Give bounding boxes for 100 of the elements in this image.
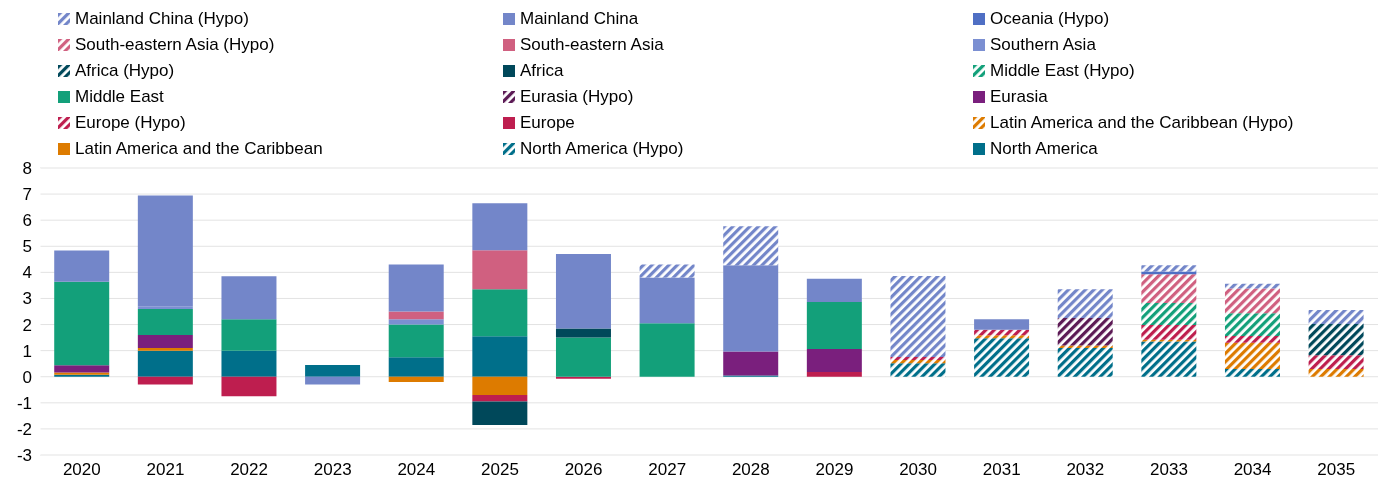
y-tick-label: 3: [22, 289, 32, 309]
x-tick-label: 2020: [62, 460, 101, 480]
bar: [1141, 302, 1197, 326]
x-tick-label: 2031: [982, 460, 1021, 480]
bar: [388, 376, 444, 382]
legend-label: North America (Hypo): [520, 139, 684, 159]
bar: [1057, 348, 1113, 377]
bar: [974, 329, 1030, 336]
y-tick-label: 4: [22, 263, 32, 283]
legend-label: Southern Asia: [990, 35, 1096, 55]
legend-label: Oceania (Hypo): [990, 9, 1110, 29]
legend-label: North America: [990, 139, 1098, 159]
bar: [1224, 368, 1280, 377]
y-tick-label: 0: [22, 367, 32, 387]
x-tick-label: 2028: [731, 460, 770, 480]
legend-label: Africa: [520, 61, 564, 81]
x-tick-label: 2021: [146, 460, 185, 480]
bar: [221, 276, 277, 320]
x-tick-label: 2025: [481, 460, 519, 480]
y-tick-label: -3: [16, 446, 32, 466]
x-tick-label: 2026: [564, 460, 603, 480]
bar: [974, 335, 1030, 339]
bar: [1308, 355, 1364, 369]
y-tick-label: -2: [16, 419, 32, 439]
bar: [472, 394, 528, 402]
bar: [472, 289, 528, 337]
bar: [555, 254, 611, 329]
x-tick-label: 2030: [899, 460, 937, 480]
legend-label: Latin America and the Caribbean: [75, 139, 323, 159]
bar: [555, 328, 611, 338]
bar: [1141, 274, 1197, 303]
bar: [137, 350, 193, 377]
bar: [890, 356, 946, 361]
bar: [639, 277, 695, 324]
bar: [1057, 345, 1113, 349]
bar: [639, 323, 695, 377]
legend-label: Middle East (Hypo): [990, 61, 1135, 81]
bar: [221, 319, 277, 351]
bar: [1224, 313, 1280, 337]
bar: [472, 376, 528, 395]
bar: [305, 364, 361, 377]
bar: [54, 365, 110, 373]
y-tick-label: -1: [16, 393, 32, 413]
y-tick-label: 2: [22, 315, 32, 335]
bar: [974, 319, 1030, 330]
bar: [555, 337, 611, 377]
bar: [137, 308, 193, 335]
legend-label: South-eastern Asia: [520, 35, 664, 55]
bar: [137, 348, 193, 351]
bar: [54, 281, 110, 366]
legend-label: Latin America and the Caribbean (Hypo): [990, 113, 1294, 133]
bar: [388, 324, 444, 358]
bar: [1308, 309, 1364, 325]
legend-label: Eurasia (Hypo): [520, 87, 634, 107]
bar: [639, 264, 695, 278]
x-tick-label: 2035: [1317, 460, 1356, 480]
y-tick-label: 1: [22, 341, 32, 361]
bar: [555, 376, 611, 379]
bar: [974, 338, 1030, 377]
bar: [1224, 342, 1280, 369]
bar: [1057, 289, 1113, 319]
bar: [806, 302, 862, 350]
bar: [221, 376, 277, 397]
bar: [723, 226, 779, 266]
legend-label: Mainland China (Hypo): [75, 9, 249, 29]
bar: [472, 401, 528, 425]
bar: [54, 250, 110, 282]
legend-label: Africa (Hypo): [75, 61, 175, 81]
bar: [723, 265, 779, 352]
bar: [890, 363, 946, 377]
bar: [890, 360, 946, 364]
legend-label: Eurasia: [990, 87, 1048, 107]
bar: [1141, 325, 1197, 340]
x-tick-label: 2027: [648, 460, 687, 480]
legend-label: Mainland China: [520, 9, 639, 29]
x-tick-label: 2023: [313, 460, 352, 480]
bar: [890, 276, 946, 357]
bar: [1224, 288, 1280, 314]
bar: [806, 372, 862, 377]
x-tick-label: 2034: [1233, 460, 1272, 480]
bar: [472, 203, 528, 251]
bar: [1308, 368, 1364, 377]
y-tick-label: 5: [22, 237, 32, 257]
bar: [1224, 336, 1280, 343]
bar: [472, 250, 528, 290]
bar: [305, 376, 361, 385]
bar: [1057, 318, 1113, 346]
x-tick-label: 2032: [1066, 460, 1105, 480]
legend-label: Europe: [520, 113, 575, 133]
x-tick-label: 2022: [230, 460, 268, 480]
bar: [388, 319, 444, 325]
bar: [221, 350, 277, 377]
bar: [1141, 341, 1197, 377]
x-tick-label: 2029: [815, 460, 854, 480]
bar: [137, 195, 193, 307]
y-tick-label: 7: [22, 185, 32, 205]
bar: [806, 349, 862, 373]
bar: [723, 351, 779, 376]
x-tick-label: 2033: [1150, 460, 1188, 480]
legend-label: Europe (Hypo): [75, 113, 186, 133]
